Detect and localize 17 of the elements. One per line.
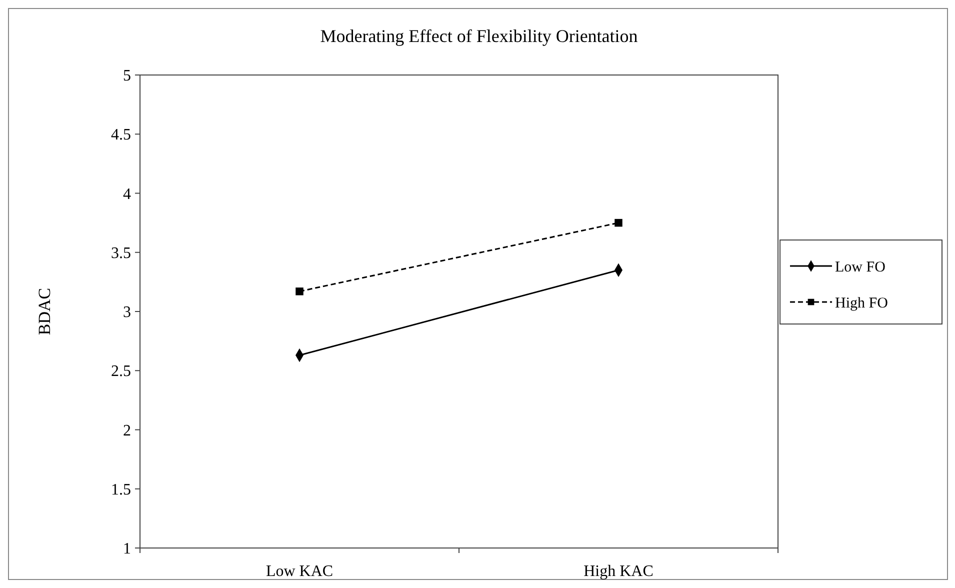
y-tick-label: 3.5 [111,244,131,262]
y-tick-label: 1 [123,540,131,558]
y-axis-title: BDAC [35,288,54,336]
y-tick-label: 5 [123,68,131,85]
point [614,218,622,227]
y-tick-label: 3 [123,304,131,322]
legend-label: High FO [835,295,888,312]
point [296,288,304,296]
y-tick-label: 1.5 [111,481,131,498]
y-tick-label: 2.5 [111,363,131,380]
y-tick-label: 4.5 [111,126,131,144]
x-tick-label: Low KAC [266,563,334,580]
y-tick-label: 4 [123,186,131,203]
legend-label: Low FO [835,259,886,276]
x-tick-label: High KAC [584,563,654,580]
y-tick-label: 2 [123,422,131,440]
chart-title: Moderating Effect of Flexibility Orientation [320,26,638,46]
